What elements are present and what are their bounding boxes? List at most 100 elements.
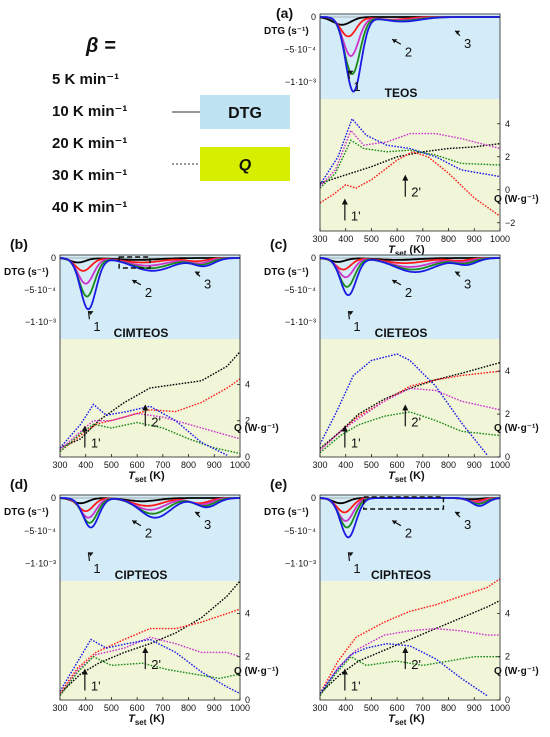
zoom-box [118, 256, 151, 269]
rate-label: 5 K min⁻¹ [52, 71, 119, 88]
q-region [60, 581, 240, 700]
beta-label: β = [85, 35, 116, 57]
q-tick-label: −2 [505, 218, 515, 228]
t-axis-label: Tset (K) [388, 244, 425, 258]
q-series-5 [319, 599, 501, 695]
x-tick-label: 1000 [230, 703, 250, 713]
x-tick-label: 700 [415, 460, 430, 470]
q-arrow-head [402, 174, 409, 181]
dtg-tick-label: −5·10⁻⁴ [284, 526, 316, 536]
dtg-arrow-head [132, 280, 138, 284]
dtg-annotation: 1 [353, 79, 360, 94]
x-tick-label: 700 [155, 703, 170, 713]
plot-frame [59, 494, 241, 701]
dtg-axis-label: DTG (s⁻¹) [264, 26, 309, 37]
panel-a: 300 400 500 600 700 800 900 1000 0 −5·10⁻⁴ −1·10⁻³… [264, 5, 539, 258]
dtg-tick-label: 0 [311, 493, 316, 503]
q-series-20 [319, 387, 501, 452]
q-tick-label: 4 [505, 366, 510, 376]
t-unit: (K) [146, 470, 165, 482]
q-arrow-head [142, 647, 149, 654]
x-tick-label: 600 [130, 460, 145, 470]
dtg-arrow-head [348, 70, 354, 75]
q-tick-label: 2 [505, 652, 510, 662]
panel-name: CIPTEOS [115, 568, 168, 582]
dtg-arrow [87, 552, 91, 562]
q-arrow-head [402, 404, 409, 411]
q-series-5 [59, 351, 241, 449]
q-tick-label: 0 [245, 695, 250, 705]
q-series-10 [59, 608, 241, 694]
dtg-arrow [347, 70, 351, 80]
panel-name: CIMTEOS [114, 326, 169, 340]
q-key-box [200, 147, 290, 181]
q-axis-label: Q (W·g⁻¹) [494, 423, 539, 434]
dtg-tick-label: −1·10⁻³ [285, 559, 316, 569]
panel-letter: (d) [10, 476, 28, 492]
plot-frame [59, 254, 241, 458]
x-tick-label: 900 [207, 460, 222, 470]
x-tick-label: 800 [441, 460, 456, 470]
dtg-annotation: 3 [204, 276, 211, 291]
q-series-30 [319, 139, 501, 189]
x-tick-label: 400 [78, 460, 93, 470]
x-tick-label: 400 [338, 703, 353, 713]
dtg-annotation: 2 [145, 285, 152, 300]
zoom-box [363, 496, 445, 510]
x-tick-label: 600 [130, 703, 145, 713]
x-tick-label: 500 [104, 460, 119, 470]
q-annotation: 2' [151, 657, 161, 672]
dtg-arrow-head [392, 39, 398, 44]
x-tick-label: 500 [364, 234, 379, 244]
dtg-tick-label: 0 [51, 253, 56, 263]
q-series-5 [59, 580, 241, 695]
t-axis-label: Tset (K) [128, 713, 165, 727]
dtg-tick-label: −1·10⁻³ [285, 77, 316, 87]
legend: β = 5 K min⁻¹ 10 K min⁻¹ 20 K min⁻¹ 30 K mi… [52, 35, 290, 216]
q-arrow-head [81, 668, 88, 675]
plot-frame [319, 13, 501, 232]
dtg-series-5 [320, 257, 500, 263]
x-tick-label: 300 [52, 460, 67, 470]
q-annotation: 1' [91, 436, 101, 451]
q-series-20 [319, 129, 501, 187]
x-tick-label: 300 [312, 460, 327, 470]
t-symbol: T [388, 713, 396, 725]
q-axis-label: Q (W·g⁻¹) [234, 423, 279, 434]
x-tick-label: 600 [390, 234, 405, 244]
q-arrow-head [341, 425, 348, 432]
dtg-series-20 [59, 257, 240, 285]
q-axis-label: Q (W·g⁻¹) [494, 194, 539, 205]
q-annotation: 2' [411, 185, 421, 200]
x-tick-label: 900 [467, 234, 482, 244]
dtg-tick-label: −1·10⁻³ [25, 559, 56, 569]
dtg-series-40 [319, 257, 500, 296]
x-tick-label: 300 [52, 703, 67, 713]
dtg-annotation: 2 [405, 285, 412, 300]
t-subscript: set [135, 475, 147, 484]
panel-name: CIETEOS [375, 326, 428, 340]
dtg-arrow-head [348, 311, 354, 316]
q-annotation: 2' [411, 414, 421, 429]
x-tick-label: 1000 [490, 234, 510, 244]
dtg-arrow [347, 311, 351, 320]
q-annotation: 1' [351, 436, 361, 451]
dtg-arrow-head [392, 520, 398, 525]
panel-letter: (a) [276, 5, 293, 21]
dtg-tick-label: 0 [311, 253, 316, 263]
dtg-arrow-head [88, 311, 94, 316]
q-tick-label: 0 [505, 452, 510, 462]
dtg-series-20 [60, 497, 240, 519]
q-tick-label: 4 [245, 608, 250, 618]
dtg-annotation: 3 [464, 517, 471, 532]
dtg-annotation: 2 [405, 44, 412, 59]
q-region [320, 339, 500, 457]
dtg-key-box [200, 95, 290, 129]
dtg-tick-label: 0 [51, 493, 56, 503]
dtg-series-40 [60, 257, 240, 311]
panel-b: 300 400 500 600 700 800 900 10000−5·10⁻⁴−1·10⁻³… [4, 236, 279, 484]
q-tick-label: 2 [505, 409, 510, 419]
q-series-5 [319, 142, 501, 184]
rate-label: 30 K min⁻¹ [52, 167, 127, 184]
